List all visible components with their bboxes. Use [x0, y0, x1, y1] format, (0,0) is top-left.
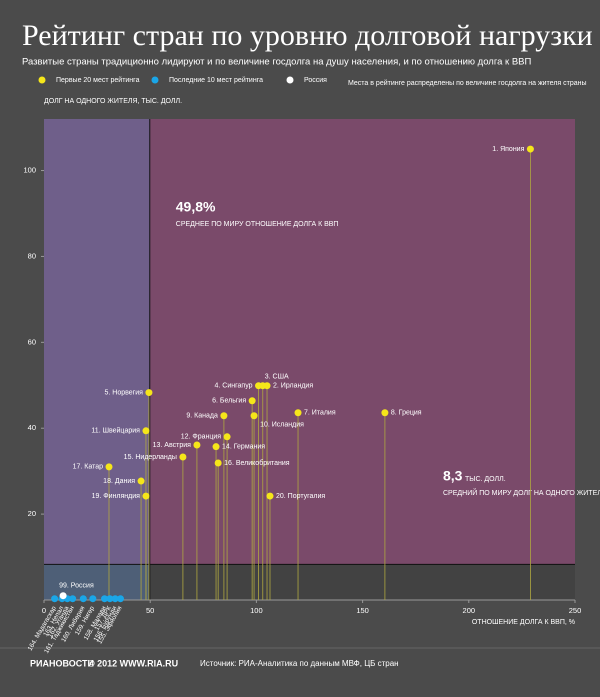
region-low-debt: [149, 564, 575, 600]
x-tick-label: 100: [250, 606, 263, 615]
legend-marker: [286, 76, 294, 84]
point: [142, 492, 150, 500]
point-label: 15. Нидерланды: [124, 454, 177, 461]
point: [59, 592, 67, 600]
point: [179, 453, 187, 461]
x-tick-label: 250: [569, 606, 582, 615]
legend-label: Первые 20 мест рейтинга: [56, 76, 140, 84]
region-low-gdp: [44, 119, 150, 565]
point: [212, 443, 220, 451]
point: [101, 595, 109, 603]
region-high-gdp: [149, 119, 575, 565]
source: Источник: РИА-Аналитика по данным МВФ, Ц…: [200, 659, 399, 668]
legend-note: Места в рейтинге распределены по величин…: [348, 79, 587, 87]
point-label: 6. Бельгия: [212, 398, 246, 405]
footer-logo: РИАНОВОСТИ: [30, 658, 94, 668]
point-label: 5. Норвегия: [105, 389, 144, 396]
point-label: 8. Греция: [391, 410, 422, 417]
point: [137, 477, 145, 485]
point: [266, 492, 274, 500]
point: [220, 412, 228, 420]
point-label: 13. Австрия: [153, 442, 191, 449]
y-tick-label: 40: [28, 423, 36, 432]
point-label: 9. Канада: [186, 413, 218, 420]
point-label: 4. Сингапур: [215, 383, 253, 390]
point: [111, 595, 119, 603]
annotation-unit: ТЫС. ДОЛЛ.: [465, 476, 506, 483]
point-label: 12. Франция: [181, 434, 222, 441]
legend-marker: [38, 76, 46, 84]
point: [69, 595, 77, 603]
point: [294, 409, 302, 417]
point: [255, 382, 263, 390]
point-label: 7. Италия: [304, 410, 336, 417]
legend-marker: [151, 76, 159, 84]
point: [105, 463, 113, 471]
point: [116, 595, 124, 603]
legend-label: Россия: [304, 77, 327, 84]
point: [106, 595, 114, 603]
y-tick-label: 100: [23, 166, 36, 175]
point: [89, 595, 97, 603]
x-tick-label: 0: [42, 606, 46, 615]
y-tick-label: 60: [28, 337, 36, 346]
y-axis-label: ДОЛГ НА ОДНОГО ЖИТЕЛЯ, ТЫС. ДОЛЛ.: [44, 98, 182, 105]
point-label: 20. Португалия: [276, 493, 325, 500]
legend-label: Последние 10 мест рейтинга: [169, 76, 263, 84]
point: [381, 409, 389, 417]
point-label: 14. Германия: [222, 444, 265, 451]
point-label: 3. США: [265, 374, 289, 381]
annotation: СРЕДНИЙ ПО МИРУ ДОЛГ НА ОДНОГО ЖИТЕЛЯ: [443, 488, 600, 497]
chart-title: Рейтинг стран по уровню долговой нагрузк…: [22, 19, 593, 52]
x-tick-label: 50: [146, 606, 154, 615]
point: [223, 433, 231, 441]
point: [142, 427, 150, 435]
point-label: 16. Великобритания: [224, 459, 290, 467]
annotation-value: 8,3: [443, 468, 463, 484]
x-axis-label: ОТНОШЕНИЕ ДОЛГА К ВВП, %: [472, 619, 575, 626]
point-label: 19. Финляндия: [92, 493, 141, 500]
point: [248, 397, 256, 405]
point-label: 99. Россия: [59, 583, 94, 590]
point: [79, 595, 87, 603]
point-label: 2. Ирландия: [273, 383, 313, 390]
point-label: 10. Исландия: [260, 422, 304, 429]
point-label: 1. Япония: [492, 146, 524, 153]
point-label: 17. Катар: [73, 464, 104, 471]
point-label: 18. Дания: [103, 478, 135, 485]
subtitle: Развитые страны традиционно лидируют и п…: [22, 57, 531, 68]
point: [51, 595, 59, 603]
point: [250, 412, 258, 420]
annotation: СРЕДНЕЕ ПО МИРУ ОТНОШЕНИЕ ДОЛГА К ВВП: [176, 221, 339, 228]
point-label: 11. Швейцария: [91, 427, 140, 435]
point: [145, 389, 153, 397]
x-tick-label: 200: [463, 606, 476, 615]
x-tick-label: 150: [356, 606, 369, 615]
y-tick-label: 20: [28, 509, 36, 518]
point: [193, 441, 201, 449]
point: [526, 145, 534, 153]
footer-copy: © 2012 WWW.RIA.RU: [88, 658, 178, 668]
y-tick-label: 80: [28, 251, 36, 260]
point: [214, 459, 222, 467]
annotation-value: 49,8%: [176, 199, 216, 215]
